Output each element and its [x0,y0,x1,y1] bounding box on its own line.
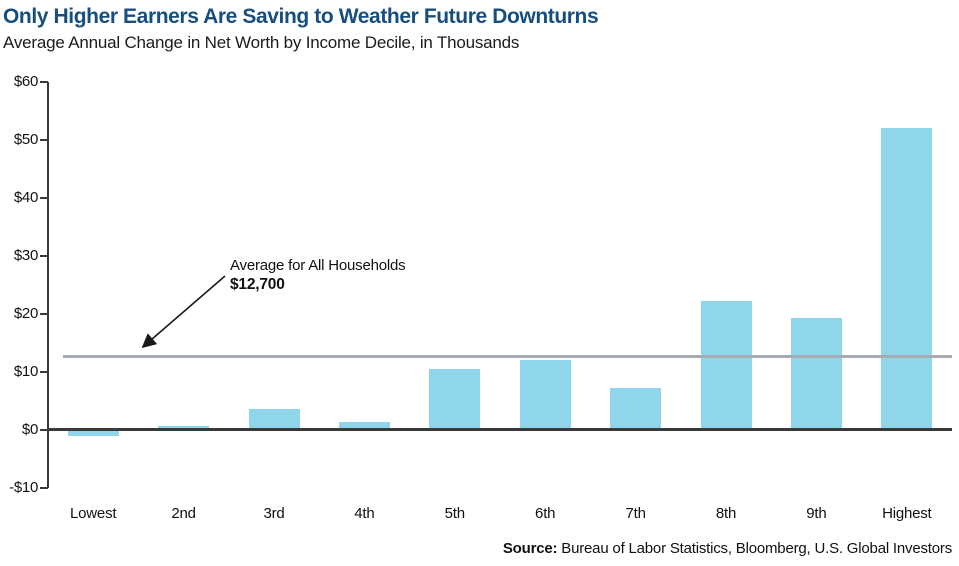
y-tick [40,371,48,373]
x-tick-label-5th: 5th [444,505,465,522]
average-annotation: Average for All Households $12,700 [230,257,406,294]
average-annotation-label: Average for All Households [230,257,406,274]
bar-8th [700,301,752,430]
x-tick-label-9th: 9th [806,505,827,522]
bar-5th [429,369,481,430]
y-tick-label: $10 [13,363,38,380]
x-tick-label-7th: 7th [625,505,646,522]
bar-6th [519,360,571,430]
bar-2nd [158,425,210,430]
y-tick [40,139,48,141]
x-tick-label-4th: 4th [354,505,375,522]
y-axis-line [47,82,49,488]
y-tick-label: $40 [13,189,38,206]
source-prefix: Source: [502,540,558,557]
y-tick [40,313,48,315]
y-tick [40,487,48,489]
bar-3rd [248,409,300,430]
bar-9th [790,318,842,430]
y-tick [40,255,48,257]
x-tick-label-lowest: Lowest [70,505,117,522]
y-tick [40,81,48,83]
annotation-arrow [141,275,226,349]
zero-baseline [48,428,952,431]
bar-lowest [67,430,119,436]
chart-subtitle: Average Annual Change in Net Worth by In… [3,33,520,52]
source-note: Source: Bureau of Labor Statistics, Bloo… [503,540,952,557]
average-line [63,355,952,359]
chart-title: Only Higher Earners Are Saving to Weathe… [3,5,599,28]
bar-7th [610,387,662,430]
y-tick-label: $0 [21,421,38,438]
x-tick-label-3rd: 3rd [263,505,285,522]
x-tick-label-8th: 8th [715,505,737,522]
average-annotation-value: $12,700 [230,276,285,293]
y-tick [40,197,48,199]
y-tick-label: $60 [13,73,38,90]
y-tick-label: $30 [13,247,38,264]
x-tick-label-2nd: 2nd [171,505,196,522]
source-text: Bureau of Labor Statistics, Bloomberg, U… [557,540,952,557]
x-tick-label-highest: Highest [882,505,932,522]
y-tick-label: $20 [13,305,38,322]
y-tick-label: -$10 [9,479,38,496]
y-tick-label: $50 [13,131,38,148]
y-tick [40,429,48,431]
bar-4th [338,421,390,430]
x-tick-label-6th: 6th [535,505,556,522]
bar-highest [881,128,933,430]
